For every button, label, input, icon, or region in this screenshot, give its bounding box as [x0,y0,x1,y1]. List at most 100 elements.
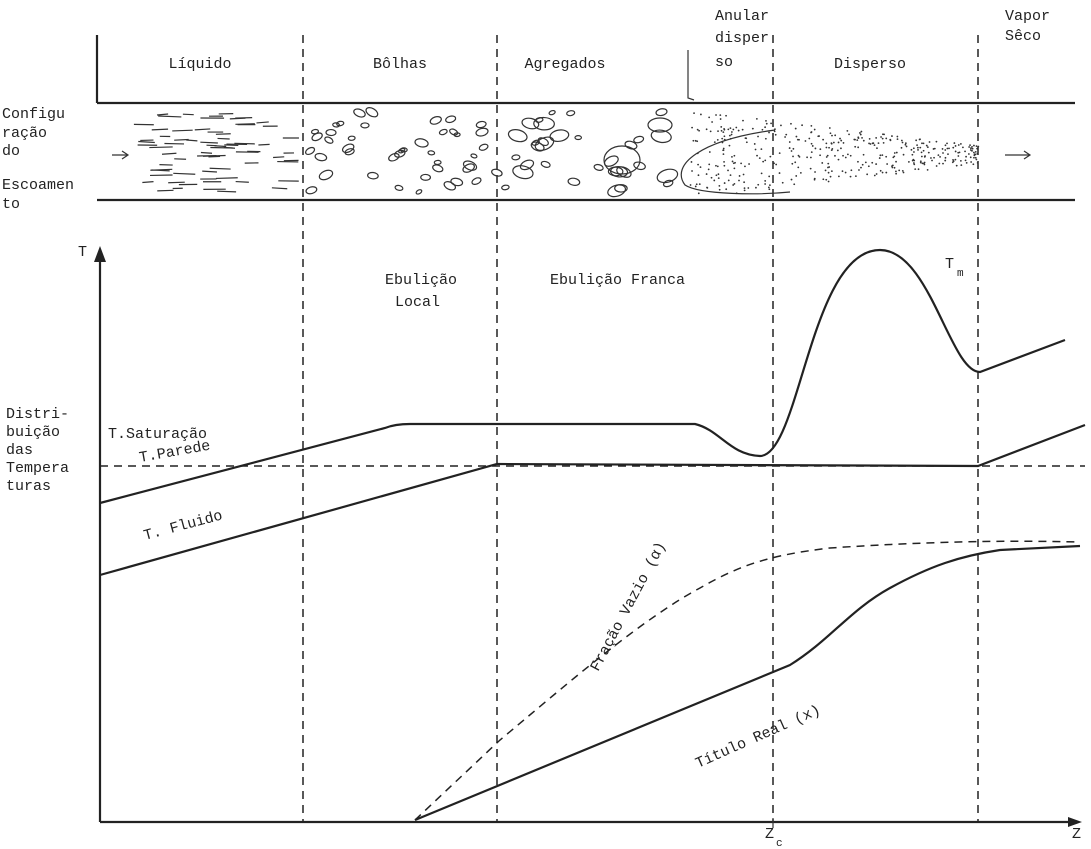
droplet [948,148,950,150]
droplet [825,142,827,144]
bubble [414,138,429,148]
droplet [937,154,939,156]
bubble [318,168,334,181]
temp-label: turas [6,478,51,495]
droplet [719,189,721,191]
droplet [696,183,698,185]
droplet [850,169,852,171]
droplet [732,129,734,131]
bubble [449,128,459,136]
droplet [973,152,975,154]
droplet [706,173,708,175]
droplet [897,138,899,140]
bubble [624,140,638,151]
droplet [927,169,929,171]
liquid-stroke [272,188,287,189]
droplet [883,142,885,144]
droplet [814,129,816,131]
droplet [882,133,884,135]
bubble [541,160,551,168]
droplet [822,139,824,141]
liquid-stroke [203,155,226,156]
droplet [875,163,877,165]
axis-label: Z [765,826,774,843]
droplet [775,164,777,166]
droplet [727,128,729,130]
droplet [939,156,941,158]
droplet [965,156,967,158]
droplet [838,175,840,177]
droplet [874,175,876,177]
liquid-stroke [201,153,212,154]
droplet [842,170,844,172]
droplet [828,172,830,174]
bubble [367,172,378,179]
droplet [793,183,795,185]
droplet [717,139,719,141]
droplet [969,144,971,146]
droplet [724,182,726,184]
droplet [973,145,975,147]
axis-label: Z [1072,826,1081,843]
droplet [721,138,723,140]
droplet [833,142,835,144]
droplet [797,166,799,168]
droplet [920,162,922,164]
droplet [697,164,699,166]
curve-label: T. Fluido [142,507,225,544]
droplet [729,145,731,147]
droplet [738,180,740,182]
bubble [462,159,478,172]
droplet [695,140,697,142]
bubble [519,158,535,171]
droplet [878,142,880,144]
droplet [869,138,871,140]
bubble [421,174,431,180]
droplet [799,156,801,158]
droplet [761,172,763,174]
bubble [471,177,482,186]
droplet [755,187,757,189]
droplet [825,179,827,181]
liquid-stroke [172,130,192,131]
droplet [945,144,947,146]
droplet [774,128,776,130]
droplet [923,142,925,144]
droplet [789,147,791,149]
droplet [863,140,865,142]
droplet [727,170,729,172]
droplet [720,126,722,128]
droplet [916,144,918,146]
droplet [723,161,725,163]
droplet [754,143,756,145]
droplet [779,172,781,174]
axis-label: T [78,244,87,261]
flow-label: Configu [2,106,65,123]
liquid-stroke [235,124,254,125]
droplet [923,150,925,152]
droplet [976,148,978,150]
droplet [856,139,858,141]
droplet [743,174,745,176]
droplet [691,161,693,163]
droplet [857,161,859,163]
droplet [906,146,908,148]
droplet [953,142,955,144]
droplet [895,171,897,173]
droplet [955,151,957,153]
droplet [834,134,836,136]
liquid-stroke [157,114,168,115]
droplet [895,161,897,163]
frame [94,35,1082,828]
droplet [905,142,907,144]
region-label: Disperso [834,56,906,73]
droplet [975,151,977,153]
droplet [697,153,699,155]
droplet [770,122,772,124]
droplet [826,147,828,149]
droplet [722,131,724,133]
droplet [785,134,787,136]
droplet [860,167,862,169]
region-label: Líquido [168,56,231,73]
droplet [828,166,830,168]
